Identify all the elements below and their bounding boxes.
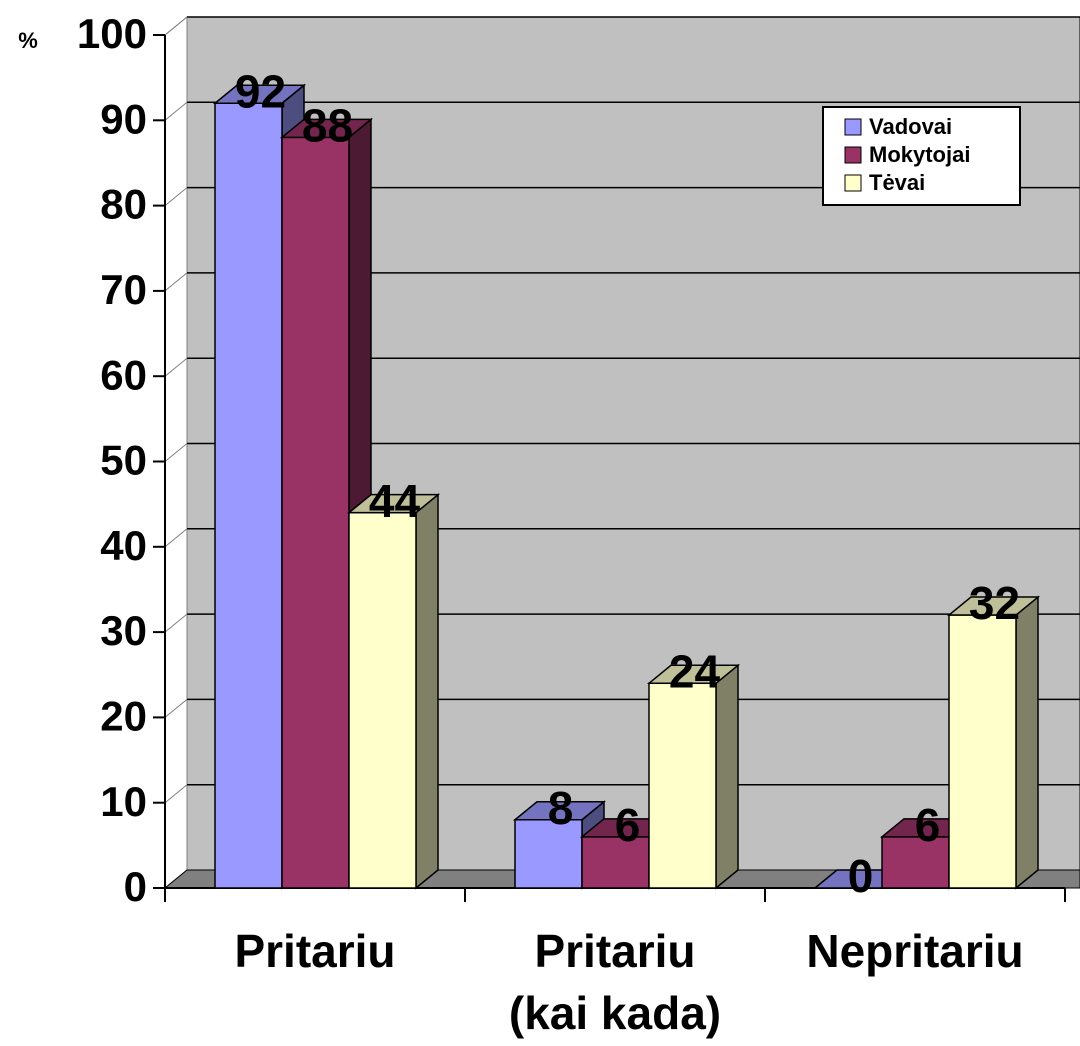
- bar-side: [415, 493, 439, 890]
- y-tick-label: 20: [100, 692, 147, 739]
- grid-line-side: [164, 16, 188, 36]
- bar-front: [348, 511, 417, 889]
- bar-top: [946, 596, 1041, 616]
- y-tick-label: 0: [124, 863, 147, 910]
- bar-top: [279, 118, 374, 139]
- legend-label: Vadovai: [869, 114, 952, 139]
- grid-line-side: [164, 101, 188, 121]
- bar-front: [281, 136, 350, 889]
- grid-line-side: [164, 699, 188, 718]
- grid-line-side: [164, 784, 188, 804]
- bar: [512, 800, 607, 890]
- bar-side: [715, 663, 739, 890]
- y-tick-label: 40: [100, 522, 147, 569]
- y-tick-label: 30: [100, 607, 147, 654]
- bar-front: [948, 614, 1017, 889]
- grid-line-side: [164, 443, 188, 462]
- bar: [646, 663, 741, 890]
- data-label: 24: [669, 645, 721, 697]
- y-tick-label: 90: [100, 95, 147, 142]
- bar-front: [214, 102, 283, 889]
- grid-line-side: [164, 528, 188, 548]
- data-label: 44: [369, 475, 421, 527]
- y-tick-label: 50: [100, 437, 147, 484]
- legend-label: Tėvai: [869, 170, 925, 195]
- bar-top: [512, 801, 607, 821]
- data-label: 6: [915, 799, 941, 851]
- legend-label: Mokytojai: [869, 142, 970, 167]
- y-tick-label: 60: [100, 351, 147, 398]
- x-tick-label: Pritariu (kai kada): [509, 925, 721, 1039]
- bar-top: [646, 664, 741, 685]
- data-label: 92: [235, 65, 286, 117]
- data-label: 0: [848, 850, 874, 902]
- bar-side: [1015, 595, 1039, 890]
- bar-front: [581, 836, 650, 889]
- grid-line-side: [164, 272, 188, 292]
- y-tick-label: 70: [100, 266, 147, 313]
- data-label: 8: [548, 782, 574, 834]
- y-tick-label: 100: [77, 10, 147, 57]
- grid-line-side: [164, 613, 188, 633]
- data-label: 32: [969, 577, 1020, 629]
- x-tick-label: Nepritariu: [806, 925, 1023, 977]
- y-tick-label: 80: [100, 181, 147, 228]
- legend-swatch: [844, 174, 862, 192]
- bar-top: [212, 84, 307, 104]
- bar: [346, 493, 441, 890]
- grid-line-side: [164, 187, 188, 206]
- bar-front: [648, 682, 717, 889]
- bar-top: [346, 493, 441, 514]
- y-tick-label: 10: [100, 778, 147, 825]
- x-tick-label: Pritariu: [234, 925, 395, 977]
- grid-line-side: [164, 357, 188, 377]
- data-label: 88: [302, 100, 353, 152]
- y-axis-label: %: [18, 28, 38, 53]
- data-label: 6: [615, 799, 641, 851]
- bar: [946, 595, 1041, 890]
- legend-swatch: [844, 146, 862, 164]
- legend-swatch: [844, 118, 862, 136]
